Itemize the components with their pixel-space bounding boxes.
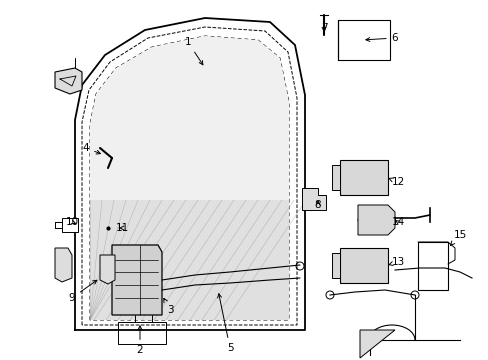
Text: 4: 4 bbox=[82, 143, 100, 154]
Text: 11: 11 bbox=[115, 223, 128, 233]
Text: 1: 1 bbox=[184, 37, 203, 65]
Text: 10: 10 bbox=[65, 217, 79, 227]
Polygon shape bbox=[112, 245, 162, 315]
Text: 2: 2 bbox=[137, 326, 143, 355]
Polygon shape bbox=[359, 330, 394, 358]
Polygon shape bbox=[100, 255, 115, 284]
Polygon shape bbox=[302, 188, 325, 210]
Text: 3: 3 bbox=[163, 298, 173, 315]
Polygon shape bbox=[331, 165, 339, 190]
Text: 9: 9 bbox=[68, 280, 97, 303]
Text: 6: 6 bbox=[365, 33, 398, 43]
Polygon shape bbox=[55, 68, 82, 94]
Ellipse shape bbox=[97, 220, 119, 235]
Polygon shape bbox=[331, 253, 339, 278]
Polygon shape bbox=[90, 36, 288, 200]
Polygon shape bbox=[357, 205, 394, 235]
Text: 12: 12 bbox=[387, 177, 404, 187]
Bar bbox=[417, 242, 447, 290]
Polygon shape bbox=[90, 200, 288, 320]
Text: 15: 15 bbox=[449, 230, 466, 245]
Text: 5: 5 bbox=[217, 294, 233, 353]
Bar bbox=[118, 322, 165, 344]
Text: 8: 8 bbox=[314, 200, 321, 210]
Polygon shape bbox=[62, 218, 78, 232]
Polygon shape bbox=[55, 248, 72, 282]
Text: 13: 13 bbox=[388, 257, 404, 267]
Polygon shape bbox=[339, 248, 387, 283]
Polygon shape bbox=[339, 160, 387, 195]
Text: 14: 14 bbox=[390, 217, 404, 227]
Text: 7: 7 bbox=[320, 23, 326, 33]
Bar bbox=[337, 20, 389, 60]
